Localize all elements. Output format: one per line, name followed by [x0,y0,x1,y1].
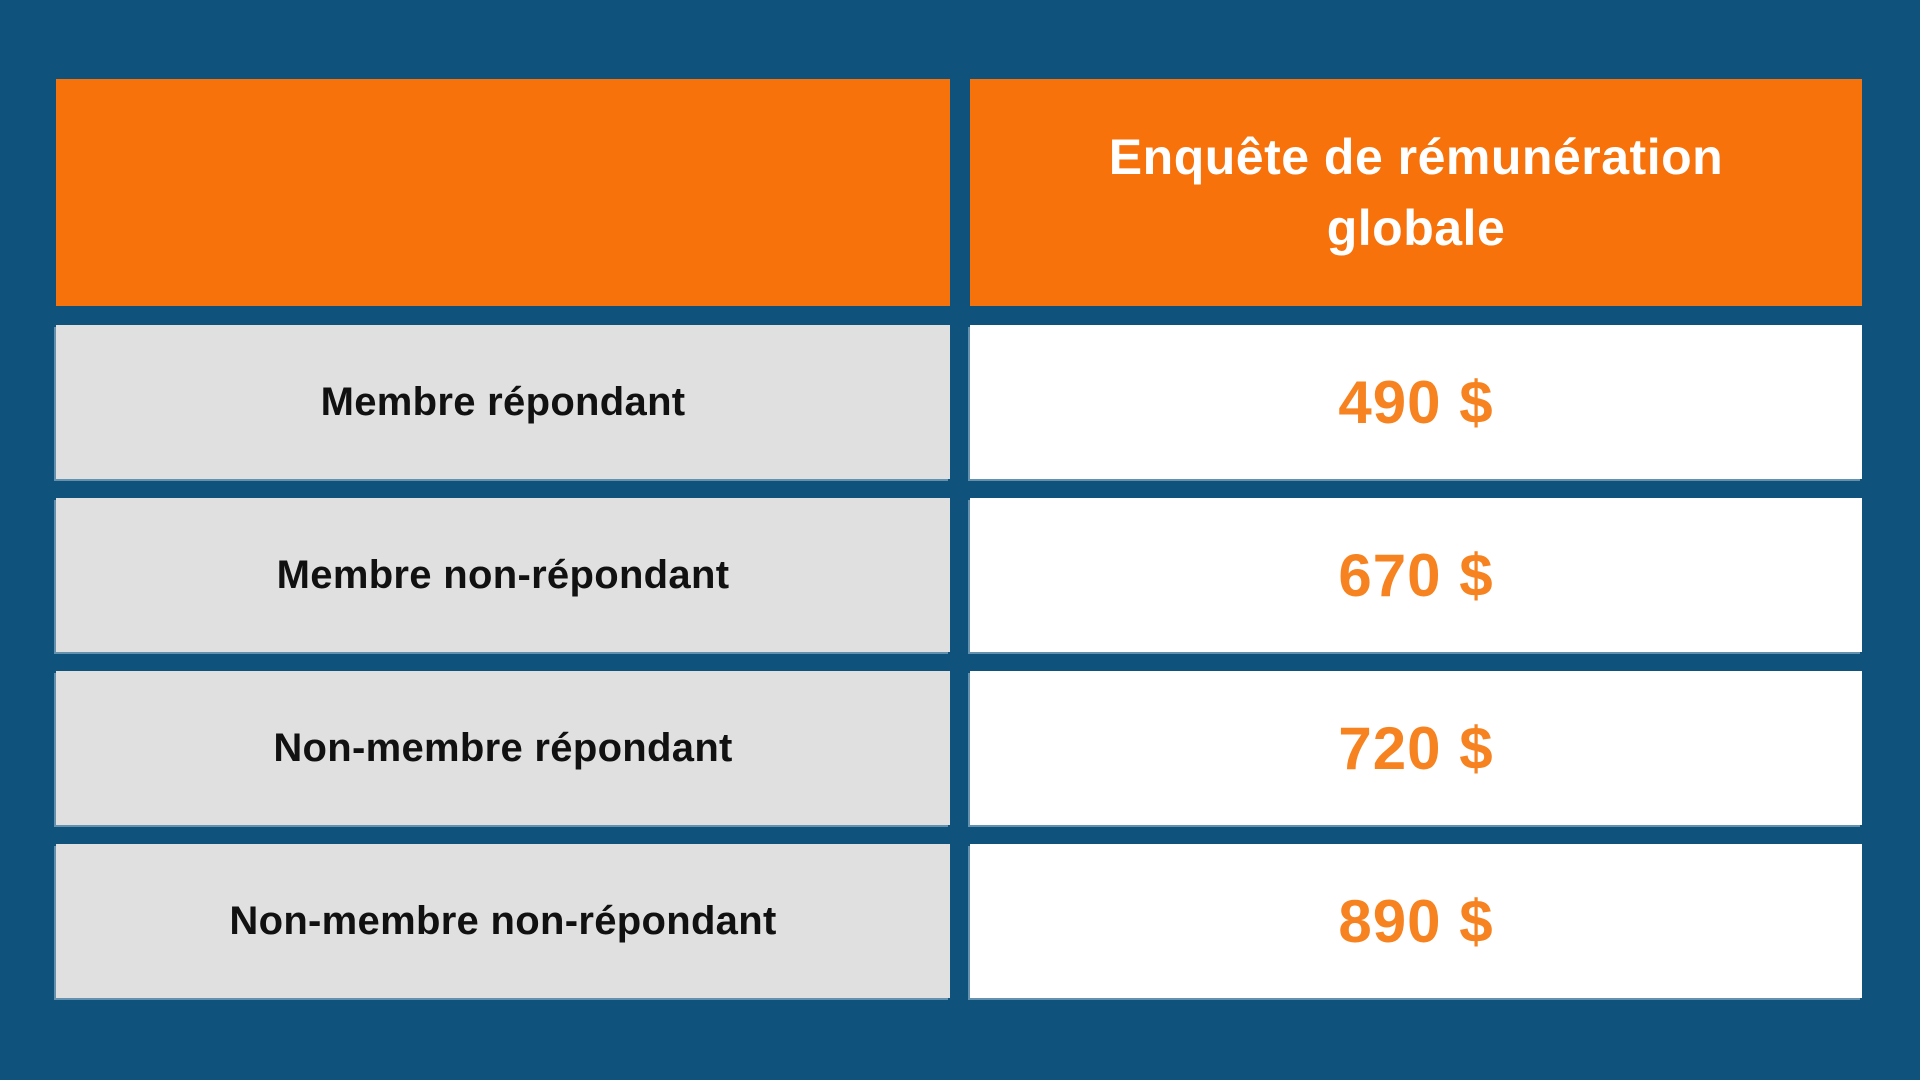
row-price: 490 $ [1338,368,1494,436]
header-corner-cell [56,79,950,306]
row-price: 670 $ [1338,541,1494,609]
row-label: Membre répondant [320,379,686,424]
row-label: Non-membre non-répondant [229,898,777,943]
row-label: Non-membre répondant [273,725,733,770]
row-price-cell: 720 $ [970,671,1862,825]
column-header-cell: Enquête de rémunération globale [970,79,1862,306]
row-label-cell: Membre non-répondant [56,498,950,652]
row-price-cell: 490 $ [970,325,1862,479]
column-header-title: Enquête de rémunération globale [1108,128,1724,256]
pricing-table: Enquête de rémunération globale Membre r… [56,79,1862,998]
row-label-cell: Non-membre répondant [56,671,950,825]
row-price-cell: 670 $ [970,498,1862,652]
row-price-cell: 890 $ [970,844,1862,998]
row-label: Membre non-répondant [276,552,730,597]
row-price: 720 $ [1338,714,1494,782]
row-price: 890 $ [1338,887,1494,955]
row-label-cell: Membre répondant [56,325,950,479]
row-label-cell: Non-membre non-répondant [56,844,950,998]
